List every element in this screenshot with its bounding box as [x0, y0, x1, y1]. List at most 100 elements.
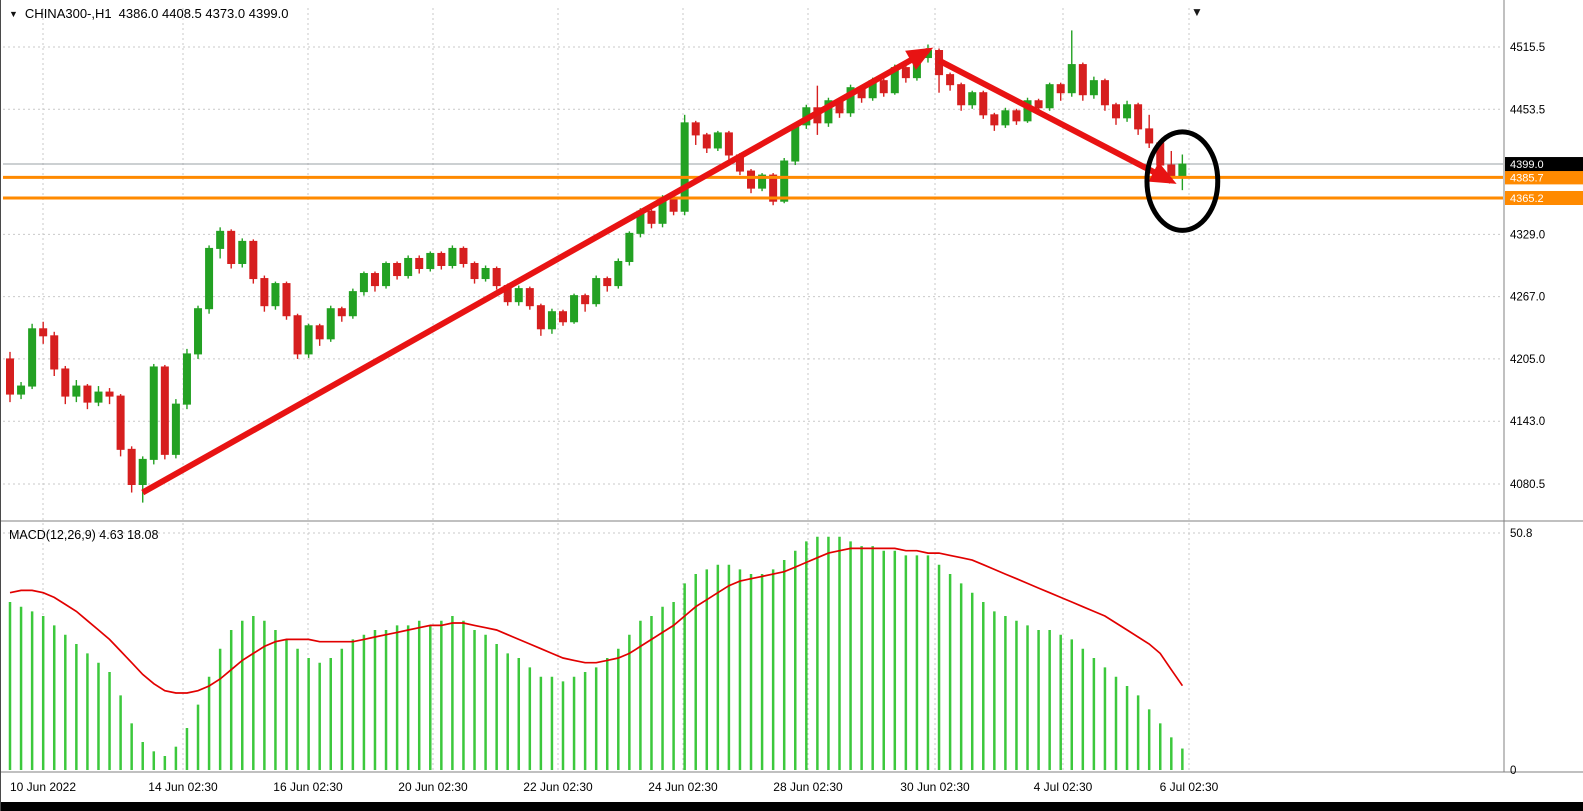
current-price-tag-bg — [1505, 157, 1583, 172]
candle-body — [1034, 100, 1043, 109]
price-axis-label: 4143.0 — [1510, 416, 1545, 428]
candle — [249, 239, 258, 284]
candle-body — [680, 122, 689, 212]
time-axis-label: 10 Jun 2022 — [10, 780, 76, 794]
candle — [614, 258, 623, 289]
candle-body — [1178, 163, 1187, 178]
candle-body — [127, 448, 136, 486]
candle — [94, 386, 103, 407]
candle-body — [28, 328, 37, 387]
candle-body — [50, 335, 59, 370]
candle-body — [492, 268, 501, 287]
candle — [592, 275, 601, 307]
candle — [1067, 30, 1076, 97]
candle-body — [481, 268, 490, 280]
candle-body — [1045, 84, 1054, 109]
candle-body — [105, 391, 114, 397]
candle — [359, 271, 368, 296]
candle-body — [946, 74, 955, 86]
price-axis-label: 4205.0 — [1510, 354, 1545, 366]
candle — [470, 261, 479, 284]
current-price-tag-label: 4399.0 — [1510, 159, 1544, 171]
candle-body — [94, 391, 103, 403]
candle-body — [1112, 104, 1120, 119]
candle — [846, 84, 855, 117]
candle-body — [138, 458, 147, 486]
candle-body — [769, 174, 778, 202]
candle-body — [747, 170, 756, 189]
candle — [227, 229, 236, 269]
candles-layer — [6, 30, 1187, 503]
candle-body — [249, 240, 258, 280]
time-axis-label: 16 Jun 02:30 — [273, 780, 343, 794]
candle — [724, 130, 733, 162]
price-axis-label: 4267.0 — [1510, 292, 1545, 304]
candle — [83, 384, 92, 410]
candle-body — [470, 262, 479, 280]
price-tag-label: 4365.2 — [1510, 193, 1544, 205]
candle-body — [171, 403, 180, 455]
candle-body — [326, 308, 335, 340]
trend-arrow-down[interactable] — [937, 57, 1177, 184]
candle-body — [647, 210, 656, 224]
candle-body — [39, 328, 48, 337]
candle-body — [238, 240, 247, 264]
macd-panel — [8, 536, 1184, 770]
candle — [205, 245, 214, 314]
candle-body — [415, 257, 424, 270]
candle — [138, 456, 147, 503]
price-tag-label: 4385.7 — [1510, 172, 1544, 184]
candle-body — [879, 80, 888, 94]
candle — [72, 380, 81, 403]
macd-indicator-label: MACD(12,26,9) 4.63 18.08 — [9, 528, 159, 542]
candle-body — [149, 366, 158, 460]
candle — [702, 132, 711, 153]
candle — [238, 238, 247, 268]
candle — [514, 285, 523, 306]
candle — [370, 271, 379, 292]
candle-body — [160, 366, 169, 455]
candle-body — [459, 247, 468, 264]
symbol-dropdown-icon[interactable]: ▼ — [9, 8, 18, 19]
candle — [426, 251, 435, 272]
candle — [1134, 102, 1143, 135]
candle — [713, 130, 722, 151]
candle-body — [691, 122, 700, 136]
candle — [171, 399, 180, 459]
candle-body — [702, 134, 711, 149]
candle — [1001, 107, 1010, 128]
candle-body — [359, 273, 368, 293]
candle-body — [393, 262, 402, 277]
time-axis-label: 22 Jun 02:30 — [523, 780, 593, 794]
candle — [271, 281, 280, 310]
candle — [879, 78, 888, 97]
highlight-ellipse[interactable] — [1144, 129, 1221, 233]
candle — [326, 305, 335, 342]
candle — [160, 364, 169, 460]
candle — [127, 446, 136, 493]
candle-body — [559, 311, 567, 323]
candle-body — [957, 84, 966, 106]
candle-body — [1067, 64, 1076, 94]
candle — [547, 308, 556, 334]
candle-body — [514, 288, 523, 303]
price-axis-label: 4515.5 — [1510, 42, 1545, 54]
candle — [946, 72, 955, 91]
candle — [194, 305, 203, 359]
candle-body — [603, 278, 612, 287]
candle-body — [337, 308, 346, 317]
candle-body — [758, 174, 767, 189]
candle — [1012, 108, 1021, 125]
trend-arrow-up[interactable] — [141, 47, 934, 496]
candle-body — [205, 247, 214, 310]
bottom-bar — [1, 802, 1583, 811]
price-tag-bg — [1505, 190, 1583, 205]
candle-body — [271, 283, 280, 307]
candle — [492, 266, 501, 290]
candle-body — [625, 232, 634, 262]
macd-axis-label: 0 — [1510, 765, 1516, 777]
candle — [260, 275, 269, 312]
chart-shift-marker-icon[interactable]: ▼ — [1191, 5, 1203, 19]
